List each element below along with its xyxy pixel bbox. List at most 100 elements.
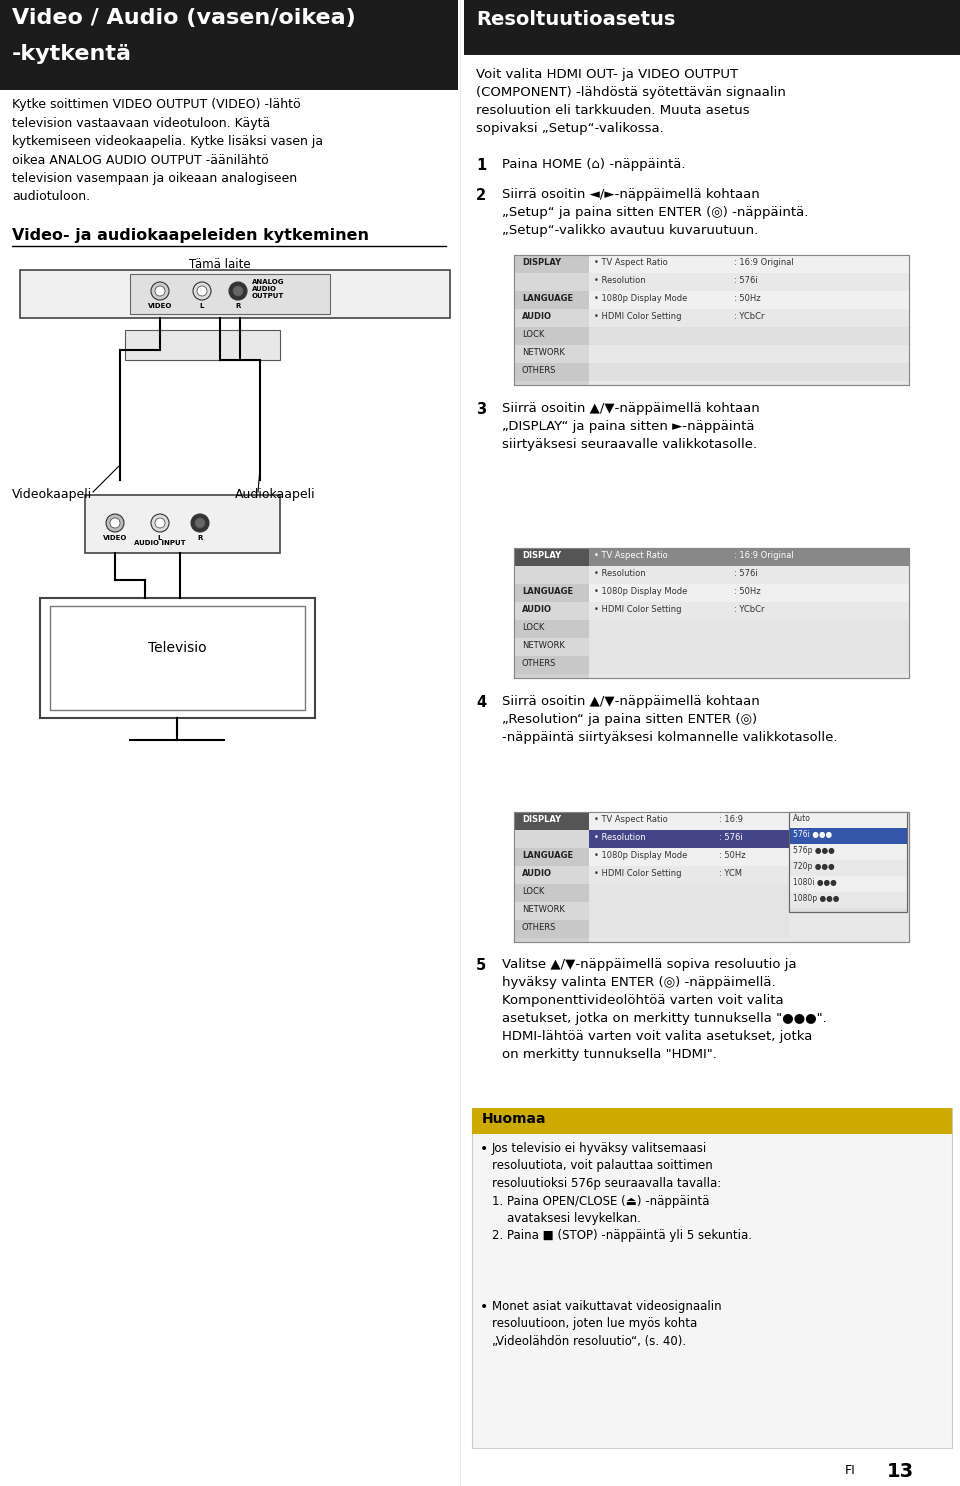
Text: LANGUAGE: LANGUAGE: [522, 294, 573, 303]
Circle shape: [151, 282, 169, 300]
Bar: [514, 548, 909, 678]
Text: : 50Hz: : 50Hz: [734, 294, 760, 303]
Text: Auto: Auto: [793, 814, 811, 823]
Bar: [589, 273, 909, 291]
Text: • TV Aspect Ratio: • TV Aspect Ratio: [594, 814, 668, 825]
Text: 720p ●●●: 720p ●●●: [793, 862, 834, 871]
Text: L: L: [157, 535, 162, 541]
Bar: [514, 548, 909, 678]
Bar: [514, 309, 589, 327]
Bar: [789, 828, 907, 844]
Bar: [789, 811, 907, 828]
Bar: [514, 655, 589, 675]
Text: LOCK: LOCK: [522, 887, 544, 896]
Bar: [789, 844, 907, 860]
Text: Siirrä osoitin ▲/▼-näppäimellä kohtaan
„Resolution“ ja paina sitten ENTER (◎)
-n: Siirrä osoitin ▲/▼-näppäimellä kohtaan „…: [502, 695, 837, 744]
Bar: [589, 256, 909, 273]
Bar: [0, 0, 458, 91]
Text: R: R: [198, 535, 203, 541]
Text: -kytkentä: -kytkentä: [12, 45, 132, 64]
Circle shape: [151, 514, 169, 532]
Text: : 50Hz: : 50Hz: [734, 587, 760, 596]
Bar: [20, 270, 450, 318]
Text: : 50Hz: : 50Hz: [719, 851, 746, 860]
Text: NETWORK: NETWORK: [522, 905, 564, 914]
Text: : 16:9 Original: : 16:9 Original: [734, 551, 794, 560]
Bar: [514, 548, 589, 678]
Text: OTHERS: OTHERS: [522, 923, 557, 932]
Text: Monet asiat vaikuttavat videosignaalin
resoluutioon, joten lue myös kohta
„Video: Monet asiat vaikuttavat videosignaalin r…: [492, 1300, 722, 1348]
Bar: [589, 655, 909, 675]
Circle shape: [110, 519, 120, 528]
Bar: [40, 597, 315, 718]
Bar: [464, 0, 960, 55]
Text: •: •: [480, 1300, 489, 1314]
Circle shape: [155, 285, 165, 296]
Text: Huomaa: Huomaa: [482, 1112, 546, 1126]
Text: 13: 13: [886, 1462, 914, 1482]
Text: OTHERS: OTHERS: [522, 366, 557, 374]
Text: • Resolution: • Resolution: [594, 834, 646, 843]
Text: 5: 5: [476, 958, 487, 973]
Text: VIDEO: VIDEO: [148, 303, 172, 309]
Text: : 576i: : 576i: [734, 276, 757, 285]
Bar: [589, 291, 909, 309]
Text: • HDMI Color Setting: • HDMI Color Setting: [594, 312, 682, 321]
Bar: [514, 548, 589, 566]
Text: Tämä laite: Tämä laite: [189, 259, 251, 270]
Bar: [514, 584, 589, 602]
Text: • HDMI Color Setting: • HDMI Color Setting: [594, 869, 682, 878]
Bar: [514, 811, 589, 942]
Bar: [514, 620, 589, 637]
Text: Video- ja audiokaapeleiden kytkeminen: Video- ja audiokaapeleiden kytkeminen: [12, 227, 369, 244]
Text: • 1080p Display Mode: • 1080p Display Mode: [594, 851, 687, 860]
Bar: [514, 602, 589, 620]
Bar: [130, 273, 330, 314]
Bar: [589, 866, 789, 884]
Text: Televisio: Televisio: [148, 640, 206, 655]
Text: •: •: [480, 1143, 489, 1156]
Text: Kytke soittimen VIDEO OUTPUT (VIDEO) -lähtö
television vastaavaan videotuloon. K: Kytke soittimen VIDEO OUTPUT (VIDEO) -lä…: [12, 98, 324, 204]
Bar: [514, 566, 589, 584]
Text: Siirrä osoitin ▲/▼-näppäimellä kohtaan
„DISPLAY“ ja paina sitten ►-näppäintä
sii: Siirrä osoitin ▲/▼-näppäimellä kohtaan „…: [502, 403, 759, 450]
Bar: [514, 256, 909, 385]
Bar: [589, 566, 909, 584]
Text: 1080i ●●●: 1080i ●●●: [793, 878, 837, 887]
Text: AUDIO: AUDIO: [522, 312, 552, 321]
Bar: [589, 811, 789, 831]
Bar: [514, 345, 589, 363]
Text: Jos televisio ei hyväksy valitsemaasi
resoluutiota, voit palauttaa soittimen
res: Jos televisio ei hyväksy valitsemaasi re…: [492, 1143, 752, 1242]
Bar: [514, 327, 589, 345]
Bar: [589, 602, 909, 620]
Text: Siirrä osoitin ◄/►-näppäimellä kohtaan
„Setup“ ja paina sitten ENTER (◎) -näppäi: Siirrä osoitin ◄/►-näppäimellä kohtaan „…: [502, 189, 808, 236]
Bar: [589, 327, 909, 345]
Text: 2: 2: [476, 189, 486, 204]
Bar: [589, 637, 909, 655]
Bar: [514, 256, 589, 385]
Bar: [514, 811, 589, 831]
Circle shape: [193, 282, 211, 300]
Bar: [85, 495, 280, 553]
Text: Audiokaapeli: Audiokaapeli: [235, 487, 316, 501]
Bar: [514, 849, 589, 866]
Text: • 1080p Display Mode: • 1080p Display Mode: [594, 294, 687, 303]
Circle shape: [197, 285, 207, 296]
Text: AUDIO: AUDIO: [522, 869, 552, 878]
Text: LOCK: LOCK: [522, 330, 544, 339]
Bar: [589, 584, 909, 602]
Text: VIDEO: VIDEO: [103, 535, 127, 541]
Text: • Resolution: • Resolution: [594, 276, 646, 285]
Bar: [514, 831, 589, 849]
Text: AUDIO: AUDIO: [522, 605, 552, 614]
Text: : YCM: : YCM: [719, 869, 742, 878]
Bar: [514, 811, 909, 942]
Text: Paina HOME (⌂) -näppäintä.: Paina HOME (⌂) -näppäintä.: [502, 158, 685, 171]
Text: 1: 1: [476, 158, 487, 172]
Bar: [789, 892, 907, 908]
Text: R: R: [235, 303, 241, 309]
Bar: [589, 309, 909, 327]
Text: FI: FI: [845, 1464, 855, 1477]
Text: LOCK: LOCK: [522, 623, 544, 632]
Text: DISPLAY: DISPLAY: [522, 551, 562, 560]
Bar: [472, 1109, 952, 1447]
